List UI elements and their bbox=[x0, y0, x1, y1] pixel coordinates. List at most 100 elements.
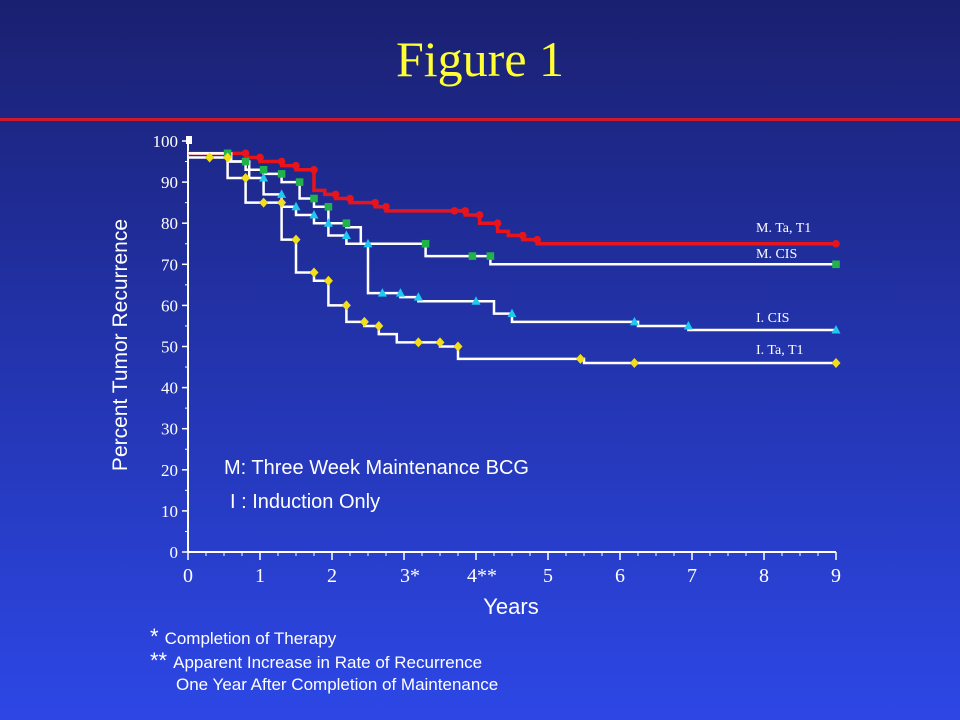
marker-3-10 bbox=[374, 320, 384, 331]
marker-1-6 bbox=[324, 202, 333, 211]
marker-2-10 bbox=[471, 296, 481, 305]
y-tick-label: 0 bbox=[170, 543, 179, 562]
marker-3-2 bbox=[241, 172, 251, 183]
y-tick-label: 70 bbox=[161, 255, 178, 274]
footnote-star-text: Completion of Therapy bbox=[164, 629, 337, 648]
marker-2-14 bbox=[831, 325, 841, 334]
marker-2-12 bbox=[629, 316, 639, 326]
marker-3-13 bbox=[453, 341, 463, 352]
footnote-star: * Completion of Therapy bbox=[150, 626, 498, 650]
marker-3-5 bbox=[291, 234, 301, 245]
marker-3-0 bbox=[205, 152, 215, 163]
y-axis-label: Percent Tumor Recurrence bbox=[109, 219, 132, 471]
marker-0-12 bbox=[493, 219, 502, 227]
marker-1-5 bbox=[310, 194, 318, 203]
marker-1-8 bbox=[421, 239, 430, 248]
y-tick-label: 100 bbox=[153, 132, 179, 151]
marker-0-2 bbox=[277, 157, 286, 166]
annotation-induction: I : Induction Only bbox=[230, 491, 380, 513]
series-labels: M. Ta, T1 M. CIS I. CIS I. Ta, T1 bbox=[756, 221, 811, 358]
y-tick-label: 40 bbox=[161, 379, 178, 398]
marker-0-1 bbox=[256, 153, 264, 162]
marker-0-15 bbox=[832, 239, 840, 248]
marker-1-3 bbox=[277, 170, 286, 178]
slide-title: Figure 1 bbox=[395, 31, 565, 87]
series-label-2: I. CIS bbox=[756, 311, 789, 326]
footnote-dstar-text: Apparent Increase in Rate of Recurrence bbox=[173, 653, 483, 672]
y-tick-label: 90 bbox=[161, 173, 178, 192]
y-tick-label: 60 bbox=[161, 296, 178, 315]
marker-0-9 bbox=[450, 207, 459, 215]
series-markers bbox=[186, 136, 841, 368]
x-tick-label: 4** bbox=[467, 565, 497, 587]
marker-0-13 bbox=[519, 231, 527, 240]
x-tick-label: 6 bbox=[615, 565, 625, 587]
series-line-0 bbox=[188, 151, 836, 246]
marker-0-4 bbox=[310, 165, 318, 174]
marker-0-0 bbox=[241, 149, 250, 158]
marker-1-1 bbox=[241, 157, 250, 166]
chart-axes: 0 10 20 30 40 50 60 70 80 90 100 0 1 2 3* 4** 5 6 7 8 9 bbox=[153, 132, 842, 587]
y-tick-label: 50 bbox=[161, 338, 178, 357]
footnote-double-star-cont: One Year After Completion of Maintenance bbox=[176, 675, 499, 694]
marker-3-3 bbox=[259, 197, 269, 208]
marker-1-9 bbox=[468, 252, 477, 260]
marker-3-12 bbox=[435, 337, 445, 348]
marker-2-7 bbox=[377, 288, 387, 297]
marker-2-8 bbox=[395, 288, 405, 297]
marker-2-6 bbox=[363, 238, 373, 248]
y-tick-label: 30 bbox=[161, 420, 178, 439]
footnote-double-star: ** Apparent Increase in Rate of Recurrenc… bbox=[150, 650, 498, 674]
marker-3-9 bbox=[359, 316, 369, 327]
marker-3-8 bbox=[341, 300, 351, 311]
marker-2-2 bbox=[291, 201, 301, 211]
series-line-2 bbox=[188, 152, 836, 332]
marker-3-15 bbox=[629, 357, 639, 368]
x-tick-label: 2 bbox=[327, 565, 337, 587]
x-tick-label: 3* bbox=[400, 565, 420, 587]
footnote-star-symbol: * bbox=[150, 624, 159, 649]
marker-0-14 bbox=[533, 235, 541, 244]
footnote-dstar-symbol: ** bbox=[150, 648, 168, 673]
series-line-1 bbox=[188, 152, 836, 266]
marker-2-5 bbox=[341, 230, 351, 240]
x-tick-label: 0 bbox=[183, 565, 193, 587]
marker-1-2 bbox=[259, 165, 268, 174]
y-tick-label: 20 bbox=[161, 461, 178, 480]
y-tick-label: 10 bbox=[161, 502, 178, 521]
marker-0-5 bbox=[331, 190, 340, 199]
start-marker bbox=[186, 136, 192, 144]
marker-1-11 bbox=[832, 260, 840, 269]
marker-2-11 bbox=[507, 308, 517, 318]
x-tick-label: 1 bbox=[255, 565, 265, 587]
y-tick-label: 80 bbox=[161, 214, 178, 233]
series-label-3: I. Ta, T1 bbox=[756, 343, 804, 358]
series-label-0: M. Ta, T1 bbox=[756, 221, 811, 236]
marker-2-9 bbox=[413, 292, 423, 301]
series-label-1: M. CIS bbox=[756, 247, 797, 262]
title-divider bbox=[0, 118, 960, 121]
marker-0-6 bbox=[346, 194, 354, 203]
series-lines bbox=[188, 151, 836, 365]
marker-1-4 bbox=[295, 178, 304, 186]
marker-1-10 bbox=[486, 252, 495, 260]
x-axis-label: Years bbox=[483, 594, 538, 619]
marker-2-1 bbox=[277, 189, 287, 198]
marker-3-6 bbox=[309, 267, 319, 278]
series-line-3 bbox=[188, 156, 836, 365]
marker-1-7 bbox=[342, 219, 351, 227]
marker-3-16 bbox=[831, 357, 841, 368]
marker-3-7 bbox=[323, 275, 333, 286]
marker-2-4 bbox=[323, 218, 333, 227]
marker-0-11 bbox=[475, 211, 484, 219]
marker-3-11 bbox=[413, 337, 423, 348]
x-tick-label: 5 bbox=[543, 565, 553, 587]
marker-0-7 bbox=[371, 198, 380, 207]
marker-3-1 bbox=[223, 152, 233, 163]
marker-2-3 bbox=[309, 209, 319, 219]
marker-0-3 bbox=[292, 161, 300, 170]
x-tick-label: 9 bbox=[831, 565, 841, 587]
marker-2-13 bbox=[683, 320, 693, 330]
marker-0-10 bbox=[461, 207, 470, 215]
